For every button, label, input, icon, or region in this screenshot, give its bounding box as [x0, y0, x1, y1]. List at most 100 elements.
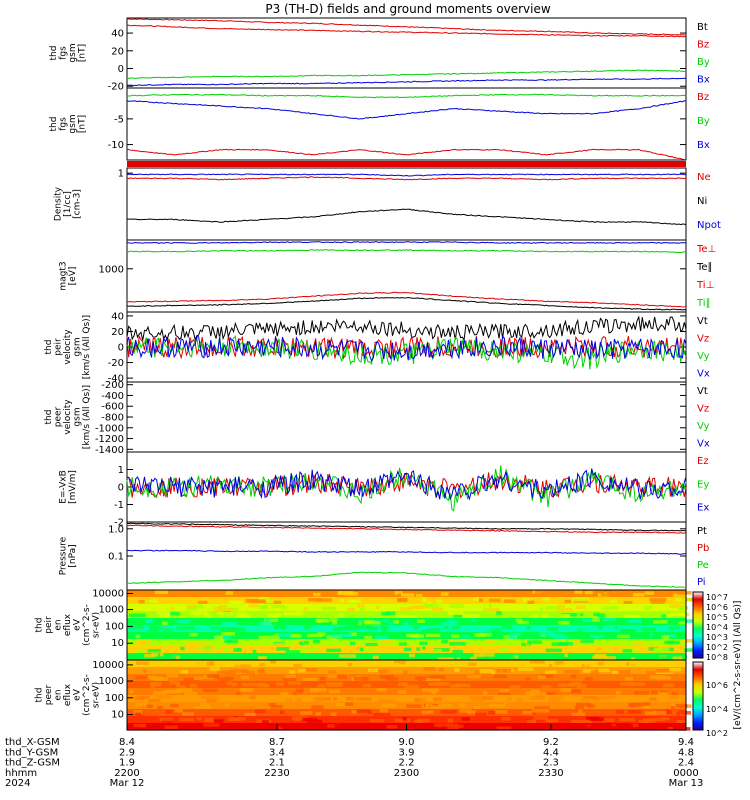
heatmap-cell: [437, 723, 442, 728]
heatmap-cell: [400, 593, 415, 597]
heatmap-cell: [155, 590, 168, 595]
heatmap-cell: [433, 697, 442, 701]
heatmap-cell: [271, 654, 284, 659]
heatmap-cell: [436, 599, 443, 604]
heatmap-cell: [652, 711, 667, 715]
heatmap-cell: [458, 662, 474, 667]
heatmap-cell: [496, 611, 502, 615]
heatmap-cell: [653, 717, 665, 722]
ylabel-line: eV: [73, 688, 83, 701]
heatmap-cell: [217, 677, 229, 682]
heatmap-cell: [135, 634, 141, 639]
heatmap-cell: [575, 702, 592, 707]
panel-3: Density [1/cc] [cm-3] 1 Ne Ni Npot: [54, 167, 721, 241]
heatmap-cell: [200, 695, 218, 700]
y-tick-label: 40: [111, 29, 124, 40]
heatmap-cell: [335, 702, 351, 707]
ylabel-line: [nT]: [77, 115, 87, 133]
heatmap-cell: [483, 607, 487, 612]
heatmap-cell: [542, 613, 549, 618]
colorbar-label: 10^4: [706, 623, 728, 632]
heatmap-cell: [283, 611, 300, 616]
heatmap-cell: [549, 663, 553, 668]
heatmap-cell: [128, 726, 143, 731]
heatmap-cell: [556, 608, 573, 612]
heatmap-cell: [479, 598, 484, 603]
panel-5: thd peir velocity gsm [km/s (All Qs)] 40 20 0 -2…: [44, 311, 710, 384]
panel-10-ylabel: thd peer en eflux eV (cm^2-s-sr-eV): [35, 674, 102, 716]
heatmap-cell: [182, 626, 195, 630]
heatmap-cell: [449, 641, 466, 646]
heatmap-cell: [467, 710, 476, 715]
heatmap-cell: [557, 683, 574, 687]
heatmap-cell: [602, 718, 615, 722]
heatmap-cell: [152, 691, 167, 695]
heatmap-cell: [555, 661, 564, 665]
series-Ex-line: [126, 468, 687, 501]
heatmap-cell: [488, 604, 493, 608]
x-row-label: thd_X-GSM: [5, 737, 60, 748]
ylabel-line: [eV]: [68, 267, 78, 286]
time-axis: thd_X-GSM 8.4 8.7 9.0 9.2 9.4 thd_Y-GSM 2.9 3.4 3…: [5, 724, 703, 789]
heatmap-cell: [655, 670, 673, 675]
heatmap-cell: [560, 683, 565, 688]
heatmap-cell: [278, 655, 295, 659]
ylabel-line: velocity: [63, 329, 73, 365]
heatmap-cell: [499, 689, 510, 693]
heatmap-cell: [427, 710, 434, 714]
figure-title: P3 (TH-D) fields and ground moments over…: [265, 2, 550, 16]
heatmap-cell: [215, 698, 219, 702]
heatmap-cell: [592, 655, 607, 660]
legend-entry: Vx: [697, 439, 710, 450]
legend-entry: Bz: [697, 40, 709, 51]
panel-1-ylabel: thd fgs gsm [nT]: [49, 43, 88, 62]
heatmap-cell: [551, 670, 557, 674]
heatmap-cell: [684, 704, 692, 708]
legend-entry: Pi: [697, 577, 706, 588]
heatmap-cell: [416, 647, 421, 651]
heatmap-cell: [195, 612, 199, 617]
x-tick-label: Mar 13: [669, 778, 704, 789]
x-tick-label: 2230: [264, 768, 289, 779]
ylabel-line: sr-eV): [92, 612, 102, 638]
heatmap-cell: [680, 639, 697, 643]
x-tick-label: 4.8: [678, 747, 694, 758]
series-Vt-line: [126, 315, 687, 342]
heatmap-cell: [161, 621, 168, 626]
ylabel-line: Density: [54, 186, 64, 221]
heatmap-cell: [619, 717, 636, 722]
heatmap-cell: [348, 632, 357, 637]
heatmap-cell: [530, 692, 547, 696]
heatmap-cell: [614, 626, 619, 630]
heatmap-cell: [240, 663, 252, 668]
heatmap-cell: [605, 656, 616, 660]
heatmap-cell: [626, 662, 630, 666]
heatmap-cell: [664, 710, 669, 714]
heatmap-cell: [368, 710, 373, 715]
y-tick-label: 100: [105, 693, 124, 704]
heatmap-cell: [214, 635, 224, 640]
legend-entry: Vy: [697, 421, 710, 432]
panel-1: thd fgs gsm [nT] 40 20 0 -20 Bt Bz By Bx: [49, 17, 710, 93]
y-tick-label: -2: [114, 518, 124, 529]
heatmap-cell: [135, 649, 146, 654]
heatmap-cell: [337, 675, 347, 679]
heatmap-cell: [423, 604, 439, 608]
x-tick-label: 1.9: [119, 758, 135, 769]
ylabel-line: gsm: [68, 43, 78, 62]
panel-frame: [126, 87, 687, 161]
heatmap-cell: [262, 655, 273, 660]
heatmap-cell: [174, 709, 183, 713]
heatmap-cell: [337, 613, 344, 617]
heatmap-cell: [128, 613, 146, 617]
heatmap-cell: [488, 598, 501, 603]
heatmap-cell: [304, 726, 308, 731]
heatmap-cell: [135, 641, 147, 645]
heatmap-cell: [453, 614, 463, 618]
heatmap-cell: [562, 620, 568, 625]
heatmap-cell: [389, 622, 394, 626]
heatmap-cell: [545, 606, 563, 610]
heatmap-cell: [526, 677, 530, 681]
legend-entry: Vz: [697, 334, 709, 345]
